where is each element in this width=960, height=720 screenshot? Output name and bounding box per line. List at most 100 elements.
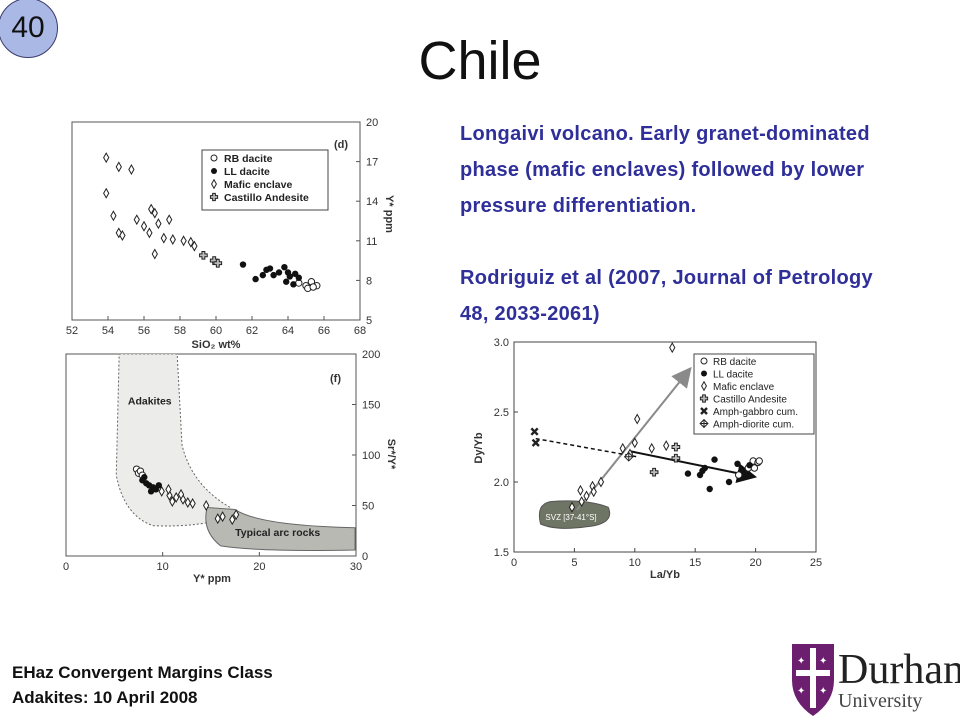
panel-label: (f): [330, 373, 341, 385]
point-ll-dacite: [281, 264, 288, 271]
point-ll-dacite: [725, 478, 733, 486]
point-mafic-enclave: [151, 248, 158, 260]
svg-text:✦: ✦: [819, 656, 827, 667]
point-ll-dacite: [270, 271, 277, 279]
point-castillo-andesite: [199, 250, 208, 260]
point-mafic-enclave: [232, 509, 240, 521]
x-tick-label: 20: [253, 561, 265, 573]
svz-field-label: SVZ [37-41°S]: [545, 513, 596, 522]
citation-block: Rodriguiz et al (2007, Journal of Petrol…: [460, 260, 880, 332]
legend-marker-ll-dacite: [701, 370, 707, 377]
point-mafic-enclave: [115, 161, 122, 173]
point-mafic-enclave: [115, 227, 122, 239]
y-tick-label: 5: [366, 315, 372, 327]
point-ll-dacite: [259, 271, 266, 279]
point-mafic-enclave: [631, 437, 638, 449]
legend-marker-rb-dacite: [700, 357, 708, 365]
x-tick-label: 15: [689, 557, 701, 569]
field-label-typical-arc-rocks: Typical arc rocks: [235, 527, 320, 539]
point-ll-dacite: [746, 462, 753, 469]
point-mafic-enclave: [148, 203, 155, 215]
x-tick-label: 68: [354, 325, 366, 337]
point-ll-dacite: [239, 261, 247, 268]
legend-box: [693, 353, 815, 435]
footer-date: Adakites: 10 April 2008: [12, 688, 198, 707]
point-mafic-enclave: [597, 476, 605, 488]
point-mafic-enclave: [146, 227, 153, 239]
description-paragraph-1: Longaivi volcano. Early granet-dominated…: [460, 123, 870, 217]
point-mafic-enclave: [128, 164, 135, 176]
point-mafic-enclave: [151, 207, 158, 219]
point-mafic-enclave: [169, 233, 176, 245]
point-mafic-enclave: [103, 187, 110, 199]
y-axis-label: Y* ppm: [383, 195, 395, 233]
point-mafic-enclave: [203, 500, 210, 511]
point-amph-gabbro-cum: [531, 438, 540, 447]
point-mafic-enclave: [229, 514, 236, 526]
point-castillo-andesite: [649, 467, 659, 477]
arc-rock-field: [205, 506, 356, 551]
y-axis-label: Dy/Yb: [473, 432, 485, 463]
point-ll-dacite: [295, 274, 302, 281]
point-ll-dacite: [266, 265, 274, 272]
legend-marker-castillo-andesite: [699, 394, 709, 403]
point-mafic-enclave: [187, 236, 194, 248]
y-tick-label: 2.5: [494, 407, 509, 419]
x-axis-label: Y* ppm: [193, 573, 231, 585]
y-tick-label: 2.0: [494, 477, 509, 489]
x-tick-label: 64: [282, 325, 294, 337]
point-mafic-enclave: [583, 490, 590, 502]
legend-marker-mafic-enclave: [701, 380, 707, 392]
point-rb-dacite: [755, 457, 763, 465]
point-castillo-andesite: [671, 453, 681, 463]
legend-label-amph-gabbro-cum: Amph-gabbro cum.: [713, 407, 798, 418]
description-block: Longaivi volcano. Early granet-dominated…: [460, 116, 880, 224]
panel-label: (d): [334, 139, 348, 151]
y-tick-label: 0: [362, 551, 368, 563]
field-label-adakites: Adakites: [128, 396, 172, 408]
point-ll-dacite: [147, 488, 155, 495]
y-tick-label: 1.5: [494, 547, 509, 559]
point-mafic-enclave: [180, 235, 187, 247]
legend-marker-rb-dacite: [210, 154, 218, 162]
y-axis-label: Sr*/Y*: [385, 439, 397, 470]
point-mafic-enclave: [578, 496, 585, 508]
trend-dashed-cumulate: [535, 437, 638, 458]
legend-label-mafic-enclave: Mafic enclave: [713, 382, 775, 393]
point-mafic-enclave: [173, 491, 180, 503]
legend-marker-castillo-andesite: [209, 192, 219, 202]
point-mafic-enclave: [184, 496, 191, 508]
point-ll-dacite: [734, 460, 741, 467]
point-mafic-enclave: [166, 214, 173, 226]
y-tick-label: 17: [366, 157, 378, 169]
x-tick-label: 66: [318, 325, 330, 337]
x-tick-label: 0: [63, 561, 69, 573]
point-mafic-enclave: [191, 240, 198, 252]
point-mafic-enclave: [634, 413, 641, 425]
x-axis-label: SiO₂ wt%: [192, 339, 241, 351]
legend-marker-amph-gabbro-cum: [700, 407, 708, 415]
x-tick-label: 58: [174, 325, 186, 337]
x-tick-label: 25: [810, 557, 822, 569]
logo-wordmark: Durham: [838, 647, 960, 693]
svg-text:✦: ✦: [797, 656, 805, 667]
point-rb-dacite: [734, 471, 743, 479]
point-mafic-enclave: [169, 495, 176, 507]
x-tick-label: 0: [511, 557, 517, 569]
point-mafic-enclave: [165, 483, 172, 495]
point-castillo-andesite: [671, 442, 681, 452]
legend-marker-amph-diorite-cum-cross: [700, 419, 708, 428]
legend-label-rb-dacite: RB dacite: [713, 357, 757, 368]
point-ll-dacite: [252, 275, 259, 283]
x-tick-label: 20: [749, 557, 761, 569]
point-ll-dacite: [155, 482, 162, 489]
point-ll-dacite: [283, 278, 290, 285]
svg-text:✦: ✦: [819, 686, 827, 697]
legend-label-castillo-andesite: Castillo Andesite: [713, 395, 787, 406]
point-mafic-enclave: [669, 342, 676, 354]
footer: EHaz Convergent Margins Class Adakites: …: [12, 660, 273, 710]
point-mafic-enclave: [568, 501, 576, 513]
